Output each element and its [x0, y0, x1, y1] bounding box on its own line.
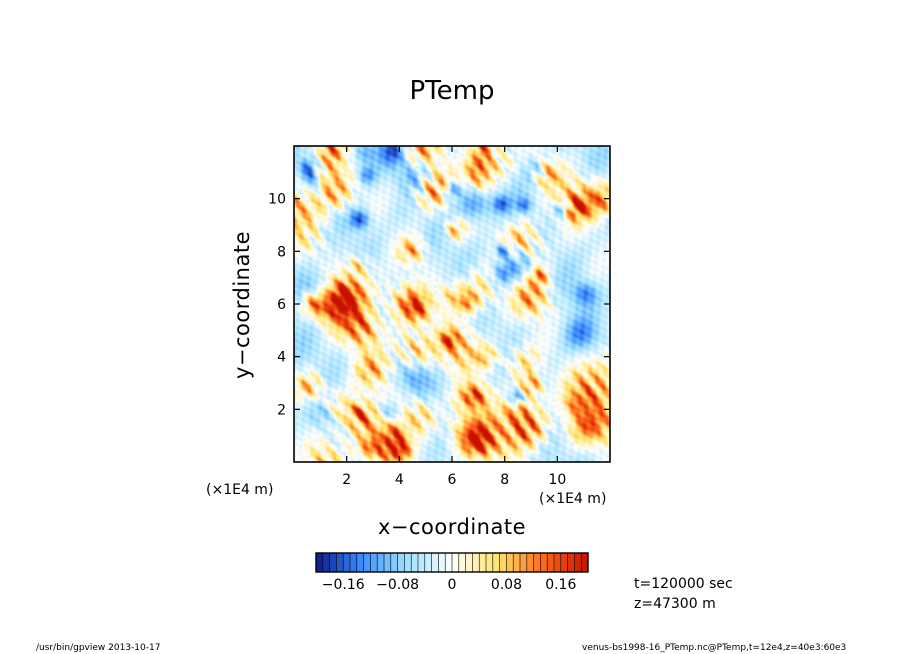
colorbar-tick-label: 0.16 [545, 577, 576, 593]
colorbar-swatch [424, 553, 433, 572]
colorbar-swatch [397, 553, 405, 572]
colorbar-swatch [506, 553, 514, 572]
chart-title: PTemp [409, 76, 495, 106]
y-tick-label: 2 [277, 402, 286, 418]
colorbar-swatch [329, 553, 337, 572]
colorbar-swatch [363, 553, 371, 572]
y-tick-label: 6 [277, 297, 286, 313]
colorbar-swatch [404, 553, 412, 572]
colorbar-swatch [513, 553, 521, 572]
x-axis-scale-label: (×1E4 m) [539, 491, 607, 507]
colorbar-swatch [316, 553, 324, 572]
colorbar-swatch [526, 553, 535, 572]
colorbar-swatch [431, 553, 439, 572]
colorbar-swatch [458, 553, 467, 572]
colorbar-swatch [492, 553, 501, 572]
colorbar-swatch [411, 553, 419, 572]
x-tick-label: 8 [500, 472, 509, 488]
footer-left: /usr/bin/gpview 2013-10-17 [36, 643, 161, 653]
time-annotation: t=120000 sec [634, 576, 733, 592]
colorbar-swatch [465, 553, 473, 572]
colorbar-swatch [384, 553, 392, 572]
colorbar-swatch [540, 553, 548, 572]
colorbar-swatch [479, 553, 487, 572]
x-axis-label: x−coordinate [377, 515, 527, 539]
colorbar-swatch [486, 553, 494, 572]
colorbar-swatch [567, 553, 575, 572]
y-tick-label: 8 [277, 244, 286, 260]
x-tick-label: 6 [448, 472, 457, 488]
colorbar-swatch [418, 553, 426, 572]
colorbar-tick-label: 0.08 [491, 577, 522, 593]
height-annotation: z=47300 m [634, 596, 716, 612]
heatmap-field [294, 146, 610, 462]
colorbar-swatch [356, 553, 365, 572]
colorbar-swatch [547, 553, 555, 572]
colorbar-swatch [350, 553, 358, 572]
y-axis-label: y−coordinate [230, 230, 254, 380]
colorbar-swatch [452, 553, 460, 572]
colorbar-swatch [554, 553, 562, 572]
colorbar-swatch [499, 553, 507, 572]
colorbar-swatch [438, 553, 446, 572]
footer-right: venus-bs1998-16_PTemp.nc@PTemp,t=12e4,z=… [582, 643, 847, 653]
x-tick-label: 2 [342, 472, 351, 488]
colorbar-swatch [445, 553, 453, 572]
colorbar-frame [315, 552, 589, 573]
colorbar-swatch [574, 553, 582, 572]
x-tick-label: 4 [395, 472, 404, 488]
colorbar-swatch [377, 553, 385, 572]
colorbar-tick-label: −0.08 [376, 577, 419, 593]
colorbar-swatch [370, 553, 378, 572]
colorbar-swatch [560, 553, 569, 572]
y-tick-label: 4 [277, 350, 286, 366]
colorbar-swatch [472, 553, 480, 572]
colorbar-swatch [390, 553, 399, 572]
y-tick-label: 10 [268, 192, 286, 208]
x-tick-label: 10 [548, 472, 566, 488]
colorbar-swatch [533, 553, 541, 572]
colorbar-swatch [343, 553, 351, 572]
colorbar-swatch [322, 553, 331, 572]
colorbar-tick-label: −0.16 [322, 577, 365, 593]
colorbar-tick-label: 0 [448, 577, 457, 593]
y-axis-scale-label: (×1E4 m) [206, 482, 274, 498]
colorbar-swatch [581, 553, 589, 572]
colorbar-swatch [336, 553, 344, 572]
colorbar-swatch [520, 553, 528, 572]
